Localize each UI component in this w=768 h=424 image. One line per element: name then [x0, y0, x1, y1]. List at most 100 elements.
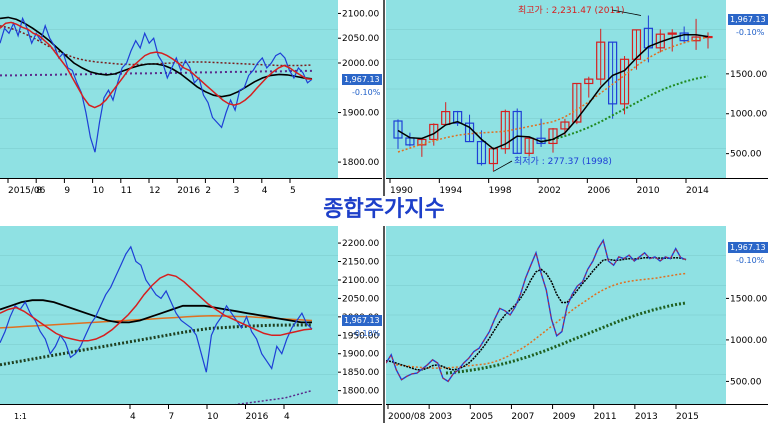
y-tick-label: 2050.00 — [342, 34, 379, 44]
plot-monthly[interactable] — [386, 226, 726, 404]
annotation-low: 최저가 : 277.37 (1998) — [514, 156, 612, 167]
x-axis-daily: 2015/06 8 9 10 11 12 2016 2 3 4 5 — [0, 178, 382, 197]
yaxis-svg-daily: 1800.00 1900.00 2000.00 2050.00 2100.00 — [338, 9, 379, 168]
svg-yearly: 최고가 : 2,231.47 (2011) 최저가 : 277.37 (1998) — [386, 5, 726, 172]
x-tick-label: 2011 — [594, 412, 617, 422]
ma-black — [397, 33, 709, 150]
annotation-low-arrow — [493, 160, 513, 172]
x-tick-label: 2005 — [470, 412, 493, 422]
x-tick-label: 9 — [64, 186, 70, 196]
plot-daily[interactable] — [0, 0, 338, 178]
plot-yearly[interactable]: 최고가 : 2,231.47 (2011) 최저가 : 277.37 (1998) — [386, 0, 726, 178]
y-tick-label: 1800.00 — [342, 158, 379, 168]
x-tick-label: 7 — [169, 412, 175, 422]
x-tick-label: 8 — [36, 186, 42, 196]
candle-body — [572, 82, 582, 123]
y-tick-label: 1500.00 — [730, 70, 767, 80]
candle-body — [476, 140, 487, 165]
x-tick-label: 4 — [262, 186, 268, 196]
x-tick-label: 4 — [130, 412, 136, 422]
x-tick-label: 2006 — [587, 186, 610, 196]
y-axis-monthly: 1500.00 1000.00 500.00 — [726, 226, 768, 404]
price-line — [0, 245, 313, 373]
x-tick-label: 2016 — [177, 186, 200, 196]
panel-divider-bottom — [383, 226, 385, 423]
candle-body — [667, 32, 677, 35]
y-tick-label: 2100.00 — [342, 9, 379, 19]
x-tick-label: 2002 — [538, 186, 561, 196]
candle-body — [548, 128, 558, 145]
pct-change-yearly: -0.10% — [736, 28, 765, 37]
annotation-high: 최고가 : 2,231.47 (2011) — [518, 5, 624, 16]
svg-daily — [0, 16, 338, 153]
x-tick-label: 1994 — [439, 186, 462, 196]
candle-body — [584, 78, 594, 85]
x-axis-monthly: 2000/08 2003 2005 2007 2009 2011 2013 2015 — [386, 404, 768, 424]
y-tick-label: 500.00 — [730, 377, 762, 387]
ma-orange — [0, 314, 313, 329]
x-tick-label: 11 — [121, 186, 132, 196]
y-tick-label: 1000.00 — [730, 336, 767, 346]
x-tick-label: 2014 — [686, 186, 709, 196]
plot-weekly[interactable] — [0, 226, 338, 404]
ma-green-dotted — [0, 323, 312, 367]
ma-green-dotted — [445, 301, 687, 375]
x-tick-label: 12 — [149, 186, 160, 196]
price-line — [386, 238, 687, 383]
y-tick-label: 1900.00 — [342, 350, 379, 360]
y-tick-label: 1950.00 — [342, 331, 379, 341]
ma-orange-dotted — [395, 272, 687, 369]
x-tick-label: 2009 — [553, 412, 576, 422]
chart-monthly: 1500.00 1000.00 500.00 1,967.13 -0.10% 200… — [386, 226, 768, 424]
y-tick-label: 1850.00 — [342, 368, 379, 378]
panel-divider-top — [383, 0, 385, 196]
ma-red — [0, 21, 313, 109]
y-tick-label: 1000.00 — [730, 110, 767, 120]
price-badge-monthly: 1,967.13 — [728, 242, 768, 253]
x-tick-label: 2016 — [246, 412, 269, 422]
chart-weekly: 2200.002150.002100.002050.002000.001950.… — [0, 226, 382, 424]
candle-body — [643, 27, 653, 49]
ma-red — [0, 273, 313, 342]
x-tick-label: 10 — [207, 412, 219, 422]
y-tick-label: 2100.00 — [342, 276, 379, 286]
annotation-high-arrow — [611, 9, 642, 16]
candle-body — [631, 29, 642, 60]
y-tick-label: 2200.00 — [342, 239, 379, 249]
x-tick-label: 2007 — [511, 412, 534, 422]
ma-purple-dotted — [234, 389, 313, 404]
candle-body — [619, 58, 630, 105]
y-tick-label: 1800.00 — [342, 387, 379, 397]
y-tick-label: 2000.00 — [342, 59, 379, 69]
x-tick-label: 10 — [93, 186, 105, 196]
zoom-toolbar[interactable]: 1:1 — [0, 412, 120, 423]
candle-body — [500, 110, 510, 150]
x-tick-label: 1998 — [489, 186, 512, 196]
svg-monthly — [386, 238, 726, 383]
candle-body — [524, 137, 534, 154]
x-tick-label: 2 — [205, 186, 211, 196]
x-axis-yearly: 1990 1994 1998 2002 2006 2010 2014 — [386, 178, 768, 197]
price-line-red — [386, 239, 687, 382]
price-badge-weekly: 1,967.13 — [342, 315, 382, 326]
y-tick-label: 500.00 — [730, 150, 762, 160]
xaxis-svg-yearly: 1990 1994 1998 2002 2006 2010 2014 — [389, 179, 709, 196]
x-tick-label: 3 — [234, 186, 240, 196]
zoom-label: 1:1 — [14, 412, 27, 421]
page-title: 종합주가지수 — [323, 196, 445, 222]
x-tick-label: 2015 — [676, 412, 699, 422]
candle-body — [596, 41, 606, 80]
price-badge-yearly: 1,967.13 — [728, 14, 768, 25]
yaxis-svg-yearly: 1500.00 1000.00 500.00 — [726, 70, 767, 160]
ma-green-dotted — [540, 75, 709, 143]
x-tick-label: 1990 — [390, 186, 413, 196]
xaxis-svg-daily: 2015/068 9 10 11 12 2016 2 3 4 5 — [7, 179, 296, 196]
x-tick-label: 2003 — [429, 412, 452, 422]
y-tick-label: 2150.00 — [342, 258, 379, 268]
pct-change-monthly: -0.10% — [736, 256, 765, 265]
svg-weekly — [0, 245, 338, 404]
candle-body — [512, 110, 522, 154]
x-tick-label: 4 — [284, 412, 290, 422]
pct-change-weekly: -0.10% — [352, 329, 381, 338]
candle-body — [393, 120, 403, 139]
